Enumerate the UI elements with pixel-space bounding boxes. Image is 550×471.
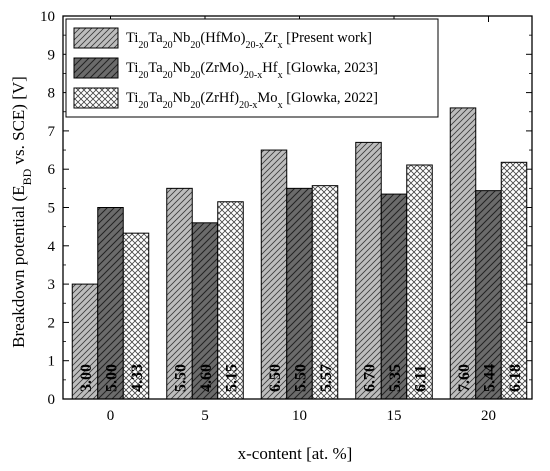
legend-label: Ti20Ta20Nb20(HfMo)20-xZrx [Present work] xyxy=(126,30,372,51)
y-tick-label: 3 xyxy=(48,277,56,293)
x-tick-label: 0 xyxy=(107,408,115,424)
bar-value-label: 6.50 xyxy=(267,364,284,392)
x-tick-label: 10 xyxy=(292,408,307,424)
legend-box xyxy=(65,18,439,118)
y-tick-label: 2 xyxy=(48,315,56,331)
bar-value-label: 4.33 xyxy=(129,364,146,392)
legend-swatch xyxy=(73,87,119,109)
y-tick-label: 6 xyxy=(48,162,56,178)
bar-value-label: 6.11 xyxy=(413,365,430,392)
bar xyxy=(286,187,313,400)
bar-value-label: 5.00 xyxy=(104,364,121,392)
bar xyxy=(406,164,433,400)
x-tick-label: 20 xyxy=(481,408,496,424)
bar-value-label: 6.70 xyxy=(362,364,379,392)
bar-value-label: 3.00 xyxy=(78,364,95,392)
bar xyxy=(500,161,528,400)
y-tick-label: 7 xyxy=(48,124,56,140)
bar xyxy=(260,149,288,400)
bar xyxy=(449,107,477,400)
bar xyxy=(380,193,408,400)
bar-value-label: 5.35 xyxy=(387,364,404,392)
bar-value-label: 5.50 xyxy=(173,364,190,392)
x-tick-label: 5 xyxy=(201,408,209,424)
y-tick-label: 1 xyxy=(48,354,56,370)
y-tick-label: 4 xyxy=(48,239,56,255)
bar-value-label: 5.50 xyxy=(293,364,310,392)
y-tick-label: 10 xyxy=(40,9,55,25)
bar xyxy=(475,190,502,400)
y-tick-label: 8 xyxy=(48,86,56,102)
bar xyxy=(191,222,219,400)
x-axis-title: x-content [at. %] xyxy=(238,444,353,463)
y-tick-label: 9 xyxy=(48,47,56,63)
bar-value-label: 5.15 xyxy=(224,364,241,392)
bar xyxy=(311,185,339,400)
bar xyxy=(166,187,193,400)
bar-value-label: 6.18 xyxy=(507,364,524,392)
x-tick-label: 15 xyxy=(387,408,402,424)
y-axis-title: Breakdown potential (EBD vs. SCE) [V] xyxy=(9,76,34,348)
bar xyxy=(122,232,150,400)
legend: Ti20Ta20Nb20(HfMo)20-xZrx [Present work]… xyxy=(65,18,439,118)
legend-swatch xyxy=(73,27,119,49)
bar-value-label: 5.44 xyxy=(482,364,499,392)
y-tick-label: 0 xyxy=(48,392,56,408)
bar xyxy=(355,141,382,400)
legend-label: Ti20Ta20Nb20(ZrMo)20-xHfx [Glowka, 2023] xyxy=(126,60,378,81)
bar-value-label: 5.57 xyxy=(318,364,335,392)
bar-value-label: 4.60 xyxy=(198,364,215,392)
plot-frame xyxy=(62,15,533,400)
y-tick-label: 5 xyxy=(48,201,56,217)
bar-value-label: 7.60 xyxy=(456,364,473,392)
legend-swatch xyxy=(73,57,119,79)
legend-label: Ti20Ta20Nb20(ZrHf)20-xMox [Glowka, 2022] xyxy=(126,90,378,111)
bar xyxy=(217,201,244,400)
